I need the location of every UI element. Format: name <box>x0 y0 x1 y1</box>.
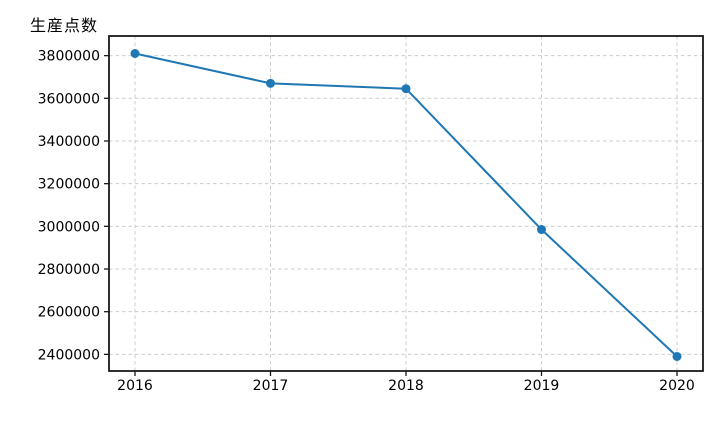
x-tick-label: 2020 <box>659 378 695 394</box>
x-tick-label: 2016 <box>117 378 153 394</box>
y-tick-label: 3400000 <box>38 134 100 150</box>
x-tick-label: 2018 <box>388 378 424 394</box>
data-point <box>130 48 140 58</box>
data-point <box>537 225 546 235</box>
y-tick-label: 2600000 <box>38 305 100 321</box>
chart-title: 生産点数 <box>30 16 99 35</box>
data-point <box>266 78 275 88</box>
data-point <box>672 351 682 361</box>
y-tick-label: 3000000 <box>38 219 100 235</box>
x-tick-label: 2017 <box>253 378 289 394</box>
y-tick-label: 2400000 <box>38 347 100 363</box>
x-tick-label: 2019 <box>524 378 560 394</box>
y-tick-label: 3200000 <box>38 177 100 193</box>
data-point <box>401 84 411 94</box>
y-tick-label: 3800000 <box>38 49 100 65</box>
y-tick-label: 3600000 <box>38 91 100 107</box>
y-tick-label: 2800000 <box>38 262 100 278</box>
